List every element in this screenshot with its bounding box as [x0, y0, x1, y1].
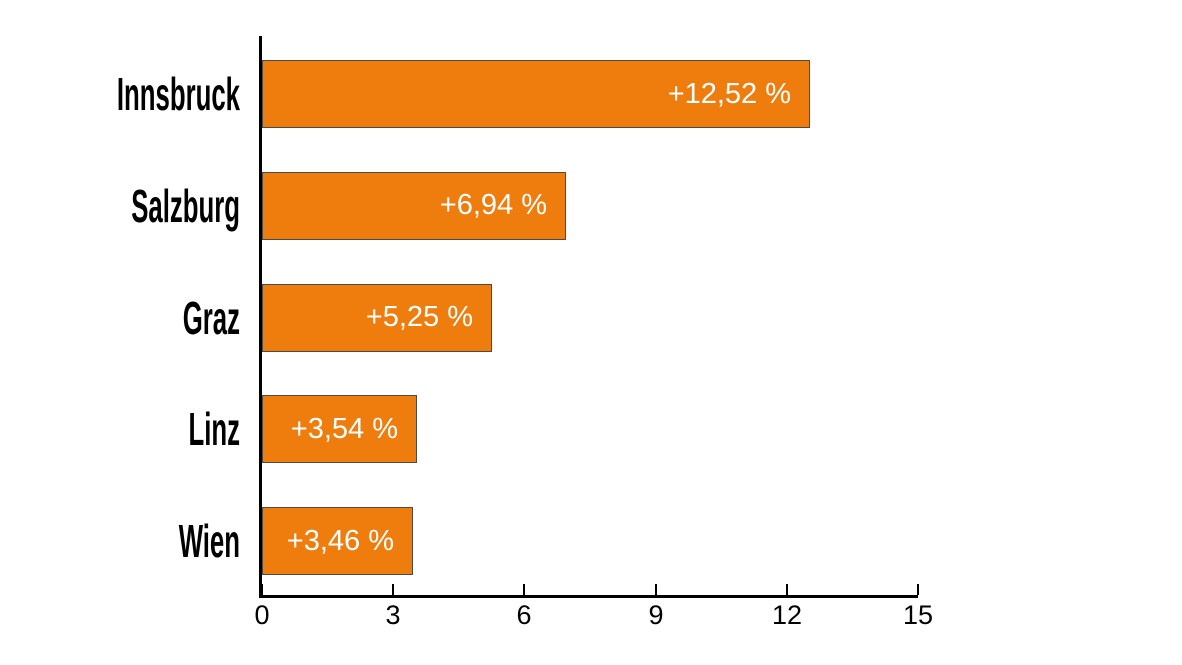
x-axis-tick [392, 584, 394, 595]
x-axis-tick [261, 584, 263, 595]
category-label: Graz [182, 291, 240, 344]
bar-value-label: +12,52 % [667, 77, 791, 110]
bar: +6,94 % [262, 171, 566, 240]
category-label: Linz [188, 403, 240, 456]
x-axis-tick [917, 584, 919, 595]
y-axis-line [259, 36, 262, 598]
category-label: Wien [178, 515, 240, 567]
bar-value-label: +6,94 % [439, 189, 547, 222]
x-axis-tick [786, 584, 788, 595]
bar-value-label: +3,46 % [286, 524, 394, 557]
x-axis-tick-label: 3 [385, 600, 401, 630]
x-axis-tick-label: 0 [254, 600, 270, 630]
x-axis-tick-label: 15 [902, 600, 934, 630]
bar: +12,52 % [262, 60, 810, 128]
category-label: Innsbruck [116, 68, 240, 120]
x-axis-tick-label: 12 [771, 600, 803, 630]
chart-plot-area: +12,52 % +6,94 % +5,25 % +3,54 % +3,46 % [259, 36, 919, 598]
bar-value-label: +3,54 % [290, 412, 398, 445]
x-axis-tick-label: 6 [516, 600, 532, 630]
bar: +3,46 % [262, 507, 413, 575]
x-axis-tick [655, 584, 657, 595]
bar: +3,54 % [262, 395, 417, 464]
x-axis-line [259, 595, 918, 598]
category-label: Salzburg [131, 179, 240, 232]
bar: +5,25 % [262, 283, 492, 352]
bar-value-label: +5,25 % [365, 301, 473, 333]
x-axis-tick-label: 9 [648, 600, 664, 630]
x-axis-tick [523, 584, 525, 595]
